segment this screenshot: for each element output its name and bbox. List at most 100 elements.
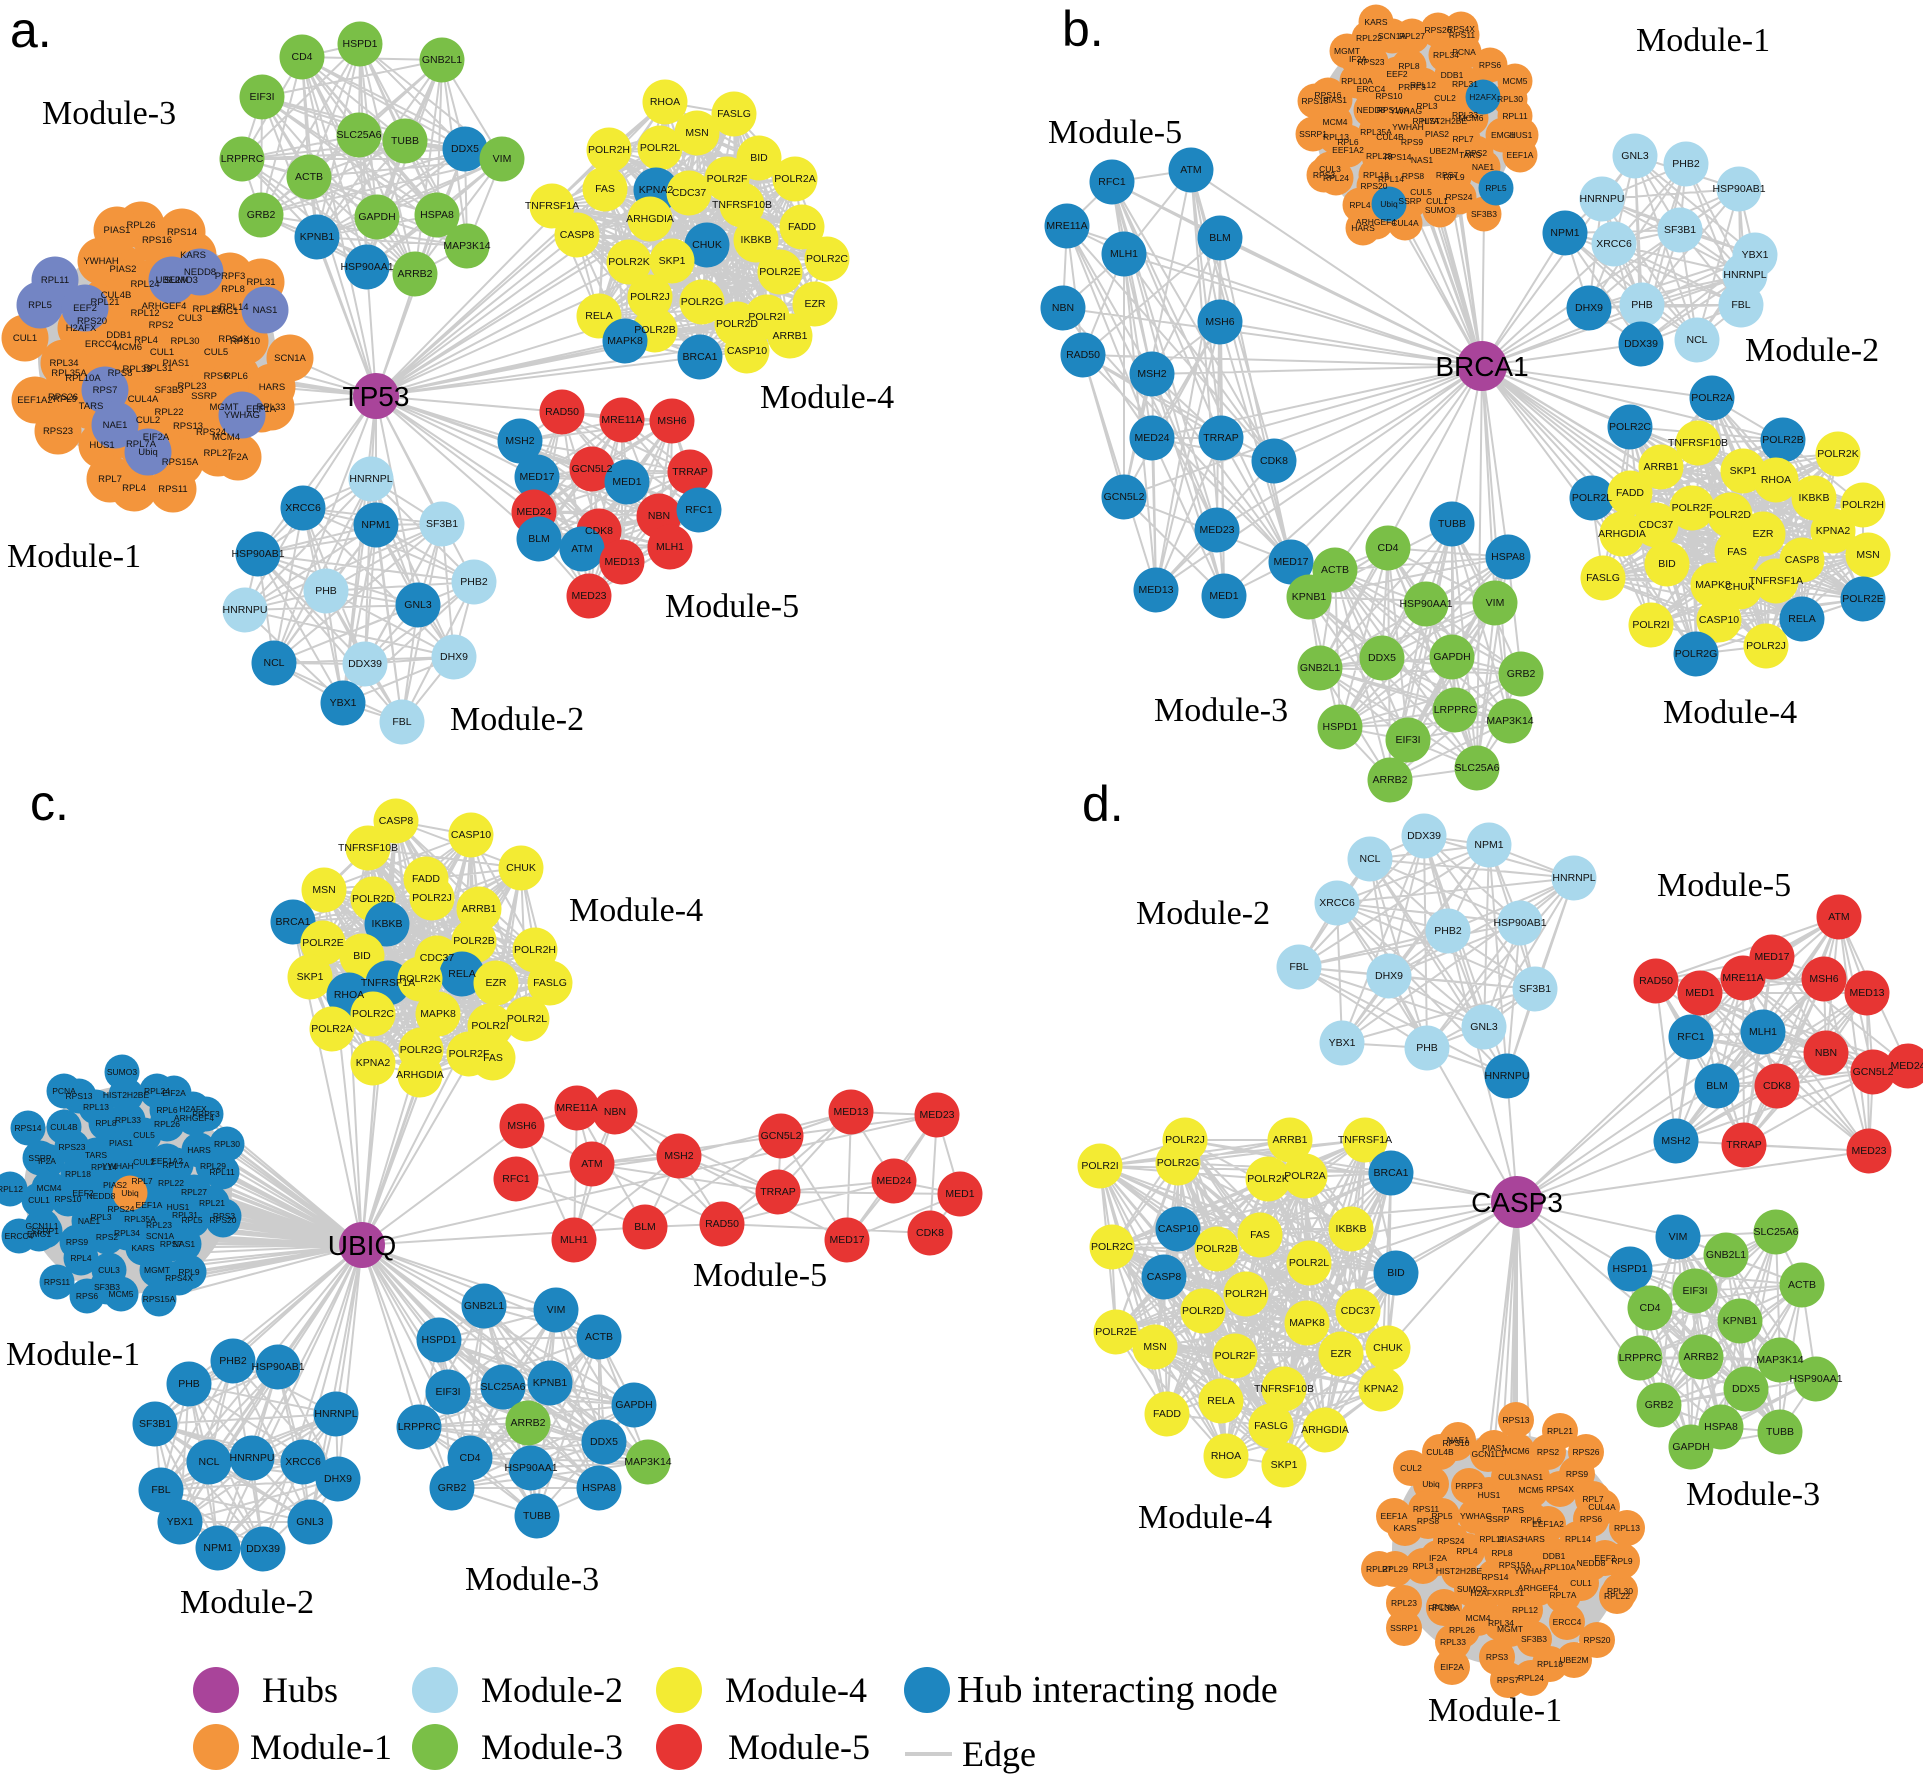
svg-text:Module-1: Module-1 — [6, 1336, 140, 1373]
svg-text:Module-3: Module-3 — [481, 1727, 623, 1767]
svg-text:RPS10: RPS10 — [230, 336, 260, 347]
svg-text:XRCC6: XRCC6 — [1596, 238, 1632, 250]
svg-text:CUL1: CUL1 — [13, 333, 37, 344]
svg-text:DDX5: DDX5 — [1732, 1383, 1760, 1395]
svg-text:HIST2H2BE: HIST2H2BE — [1436, 1566, 1483, 1576]
svg-text:CUL1: CUL1 — [28, 1195, 50, 1205]
svg-text:MCM6: MCM6 — [114, 342, 142, 353]
svg-text:SSRP: SSRP — [191, 391, 217, 402]
svg-text:RPS20: RPS20 — [1584, 1635, 1611, 1645]
svg-text:RPL12: RPL12 — [1512, 1605, 1538, 1615]
svg-text:MED17: MED17 — [519, 471, 554, 483]
svg-text:TNFRSF10B: TNFRSF10B — [338, 842, 398, 854]
svg-text:EZR: EZR — [1331, 1348, 1352, 1360]
svg-text:CUL4A: CUL4A — [1391, 218, 1419, 228]
svg-text:MCM6: MCM6 — [1458, 113, 1483, 123]
svg-text:POLR2I: POLR2I — [1081, 1160, 1118, 1172]
svg-text:ARRB1: ARRB1 — [772, 330, 807, 342]
svg-text:XRCC6: XRCC6 — [1319, 897, 1355, 909]
svg-text:YBX1: YBX1 — [1742, 249, 1769, 261]
svg-text:CD4: CD4 — [291, 51, 312, 63]
svg-text:FASLG: FASLG — [1254, 1420, 1288, 1432]
svg-text:ARHGDIA: ARHGDIA — [1598, 528, 1646, 540]
svg-text:CDC37: CDC37 — [420, 952, 455, 964]
svg-text:HSPD1: HSPD1 — [1322, 721, 1357, 733]
svg-text:NBN: NBN — [604, 1106, 626, 1118]
svg-text:YBX1: YBX1 — [330, 697, 357, 709]
svg-text:NCL: NCL — [1686, 334, 1707, 346]
svg-text:KPNA2: KPNA2 — [356, 1057, 391, 1069]
svg-text:HSP90AA1: HSP90AA1 — [1789, 1373, 1842, 1385]
svg-text:BID: BID — [353, 950, 371, 962]
svg-text:RPL5: RPL5 — [1485, 183, 1507, 193]
svg-text:Module-5: Module-5 — [1657, 867, 1791, 904]
svg-text:DDX5: DDX5 — [590, 1436, 618, 1448]
svg-text:MCM4: MCM4 — [1322, 117, 1347, 127]
svg-text:RPS23: RPS23 — [59, 1142, 86, 1152]
svg-text:NEDD8: NEDD8 — [1357, 105, 1386, 115]
svg-text:HSP90AB1: HSP90AB1 — [251, 1361, 304, 1373]
svg-text:CASP3: CASP3 — [1471, 1187, 1563, 1218]
svg-text:RPS6: RPS6 — [1580, 1514, 1602, 1524]
svg-text:H2AFX: H2AFX — [66, 323, 97, 334]
svg-text:BRCA1: BRCA1 — [1373, 1167, 1408, 1179]
svg-text:POLR2F: POLR2F — [707, 173, 748, 185]
svg-text:POLR2J: POLR2J — [412, 892, 452, 904]
svg-text:NAS1: NAS1 — [173, 1239, 195, 1249]
svg-text:BLM: BLM — [1209, 232, 1231, 244]
svg-text:CASP8: CASP8 — [1785, 554, 1820, 566]
svg-text:TP53: TP53 — [343, 381, 410, 412]
svg-text:CASP10: CASP10 — [451, 829, 491, 841]
svg-text:RPL9: RPL9 — [178, 1267, 200, 1277]
svg-text:SLC25A6: SLC25A6 — [1754, 1226, 1799, 1238]
svg-text:SKP1: SKP1 — [659, 255, 686, 267]
svg-text:EIF2A: EIF2A — [162, 1088, 186, 1098]
svg-text:ERCC4: ERCC4 — [5, 1231, 34, 1241]
svg-text:GAPDH: GAPDH — [615, 1399, 652, 1411]
svg-text:POLR2A: POLR2A — [1691, 392, 1732, 404]
svg-text:MAP3K14: MAP3K14 — [624, 1456, 671, 1468]
svg-text:YBX1: YBX1 — [167, 1516, 194, 1528]
svg-text:RPS8: RPS8 — [1402, 171, 1424, 181]
svg-text:MED23: MED23 — [571, 590, 606, 602]
svg-text:POLR2C: POLR2C — [1091, 1241, 1133, 1253]
svg-text:NBN: NBN — [1052, 302, 1074, 314]
svg-text:HSP90AA1: HSP90AA1 — [1399, 598, 1452, 610]
svg-text:IKBKB: IKBKB — [372, 918, 403, 930]
svg-text:Edge: Edge — [962, 1734, 1036, 1774]
svg-text:HSP90AB1: HSP90AB1 — [1493, 917, 1546, 929]
svg-text:ACTB: ACTB — [1321, 564, 1349, 576]
svg-text:FBL: FBL — [392, 716, 411, 728]
svg-text:PHB2: PHB2 — [460, 576, 488, 588]
svg-text:PIAS1: PIAS1 — [163, 358, 190, 369]
svg-text:CUL4B: CUL4B — [50, 1122, 78, 1132]
svg-text:RPL13: RPL13 — [1323, 132, 1349, 142]
svg-text:YWHAG: YWHAG — [1460, 1511, 1492, 1521]
svg-text:DHX9: DHX9 — [440, 651, 468, 663]
svg-text:CASP8: CASP8 — [560, 229, 595, 241]
svg-text:RPS7: RPS7 — [1497, 1675, 1519, 1685]
svg-text:BRCA1: BRCA1 — [1435, 351, 1528, 382]
svg-text:Module-4: Module-4 — [1663, 694, 1797, 731]
svg-text:KARS: KARS — [1393, 1523, 1416, 1533]
svg-text:RHOA: RHOA — [334, 989, 364, 1001]
svg-text:RHOA: RHOA — [1761, 474, 1791, 486]
svg-text:CASP10: CASP10 — [1158, 1223, 1198, 1235]
svg-text:SSRP: SSRP — [1398, 196, 1421, 206]
svg-text:MCM5: MCM5 — [1502, 76, 1527, 86]
svg-text:EEF1A: EEF1A — [1507, 150, 1534, 160]
svg-text:POLR2C: POLR2C — [1609, 421, 1651, 433]
svg-text:GCN5L2: GCN5L2 — [1104, 491, 1145, 503]
svg-text:BID: BID — [1658, 558, 1676, 570]
svg-text:MED24: MED24 — [1134, 432, 1169, 444]
svg-text:Module-2: Module-2 — [1745, 332, 1879, 369]
svg-text:TNFRSF1A: TNFRSF1A — [1338, 1134, 1392, 1146]
svg-text:RPL22: RPL22 — [1356, 33, 1382, 43]
svg-text:Module-3: Module-3 — [1686, 1476, 1820, 1513]
svg-text:b.: b. — [1062, 1, 1104, 57]
svg-text:FBL: FBL — [1731, 299, 1750, 311]
svg-text:POLR2L: POLR2L — [1572, 492, 1612, 504]
svg-text:POLR2K: POLR2K — [399, 973, 440, 985]
svg-text:ATM: ATM — [1828, 911, 1849, 923]
svg-text:MLH1: MLH1 — [1749, 1026, 1777, 1038]
